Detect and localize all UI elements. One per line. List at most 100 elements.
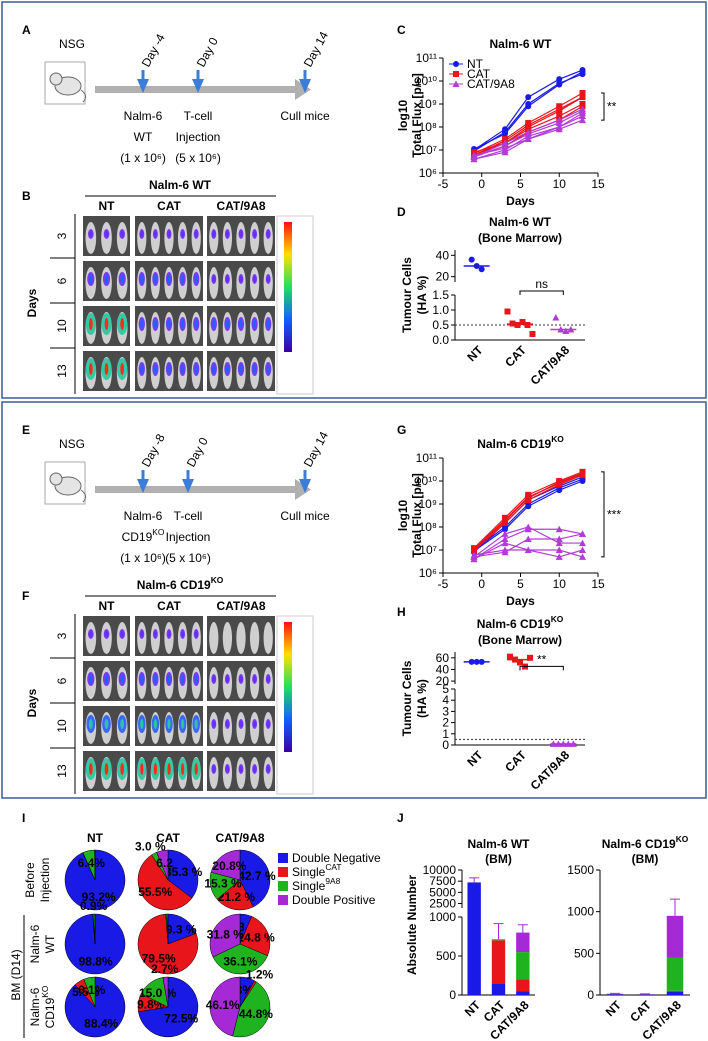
signal-core [153, 631, 158, 637]
data-point [502, 526, 508, 533]
y-tick-label: 1 [442, 727, 449, 741]
data-point [556, 487, 563, 494]
chart-title-main: Nalm-6 WT [467, 837, 530, 851]
mouse-silhouette [222, 622, 233, 654]
x-tick-label: 5 [517, 577, 524, 591]
pie-slice [156, 849, 169, 881]
bar-segment [491, 983, 506, 995]
row-label: Before [23, 862, 37, 898]
signal-core [180, 320, 185, 328]
chart-title-sup: KO [551, 434, 564, 444]
data-point [556, 113, 563, 120]
data-point [524, 546, 532, 553]
data-point [579, 530, 586, 537]
event-text-main: (5 x 10⁶) [175, 151, 221, 165]
event-stem [303, 470, 307, 480]
colorbar-panel [276, 215, 314, 395]
data-point [519, 319, 526, 325]
mouse-silhouette [263, 622, 273, 654]
signal-core [153, 763, 158, 775]
bar-segment [491, 939, 506, 941]
signal-core [153, 320, 158, 328]
data-point [555, 525, 563, 533]
y-tick-label: 10¹⁰ [415, 74, 437, 88]
signal-core [140, 719, 144, 729]
signal-core [140, 675, 144, 683]
chart-title-main: Nalm-6 WT [489, 215, 552, 229]
signal-core [212, 365, 216, 373]
data-point [579, 109, 586, 117]
slice-label: 3.0 % [135, 839, 166, 853]
chart-title: (BM) [632, 852, 659, 866]
row-group-label: BM (D14) [9, 949, 23, 1000]
signal-core [167, 231, 171, 237]
pie-slice [216, 879, 254, 911]
y-tick-label: 10¹¹ [416, 451, 437, 465]
x-tick-label: 10 [553, 577, 567, 591]
panel-box [1, 401, 707, 799]
data-point [579, 478, 586, 484]
slice-label: 88.4% [84, 1016, 118, 1030]
data-point [579, 539, 586, 547]
chart-title: (BM) [485, 852, 512, 866]
slice-label: 6.4% [78, 856, 106, 870]
x-tick-label: 5 [517, 177, 524, 191]
chart-title-main: Nalm-6 WT [489, 37, 552, 51]
signal-core [167, 320, 171, 328]
signal-core [239, 721, 243, 727]
error-bar [469, 877, 480, 883]
data-point [552, 314, 560, 321]
x-tick-label: 15 [591, 577, 605, 591]
panel-title: Nalm-6 CD19KO [137, 575, 224, 592]
signal-core [167, 675, 171, 683]
signal-core [88, 763, 93, 775]
row-label: Nalm-6 [28, 987, 42, 1026]
signal-core [88, 231, 93, 237]
event-day: Day 14 [301, 29, 331, 69]
row-label: 13 [55, 364, 69, 378]
y-tick-label: 10000 [423, 863, 457, 877]
bar-segment [516, 991, 530, 995]
bar-segment [666, 957, 684, 991]
x-tick-label: 10 [553, 177, 567, 191]
x-tick-label: CAT [502, 748, 529, 775]
data-point [527, 654, 533, 661]
signal-core [104, 631, 109, 637]
event-marker [137, 79, 149, 93]
event-text: (1 x 10⁶) [120, 551, 166, 565]
event-marker [182, 479, 194, 493]
event-day: Day -4 [139, 31, 168, 69]
chart-title: Nalm-6 WT [489, 215, 552, 229]
bar-segment [666, 990, 684, 992]
signal-core [194, 275, 198, 283]
event-text: (5 x 10⁶) [175, 151, 221, 165]
event-day: Day 14 [301, 429, 331, 469]
data-point [525, 103, 532, 110]
row-label-main: Nalm-6 [28, 987, 42, 1026]
chart-title-sup: KO [551, 614, 564, 624]
event-text-main: CD19 [122, 530, 153, 544]
panel-label: C [397, 23, 406, 37]
data-point [579, 553, 586, 560]
slice-label: 98.8% [79, 954, 113, 968]
data-point [579, 116, 586, 124]
y-tick-label: 500 [436, 949, 456, 963]
data-point [501, 144, 509, 152]
x-tick-label: NT [464, 343, 486, 365]
legend-label-main: Single [292, 865, 326, 879]
event-marker [192, 79, 204, 93]
row-label: Injection [38, 858, 52, 903]
signal-core [266, 721, 270, 727]
data-point [524, 135, 532, 143]
legend-swatch [278, 867, 288, 877]
signal-core [225, 766, 230, 772]
signal-core [167, 763, 171, 775]
x-tick-label: NT [462, 998, 484, 1020]
legend-label-sup: CAT [325, 862, 341, 872]
slice-label: 72.5% [164, 1011, 198, 1025]
signal-core [167, 631, 171, 637]
event-stem [141, 470, 145, 480]
data-point [470, 155, 478, 163]
signal-core [252, 365, 257, 373]
data-point [524, 128, 532, 136]
